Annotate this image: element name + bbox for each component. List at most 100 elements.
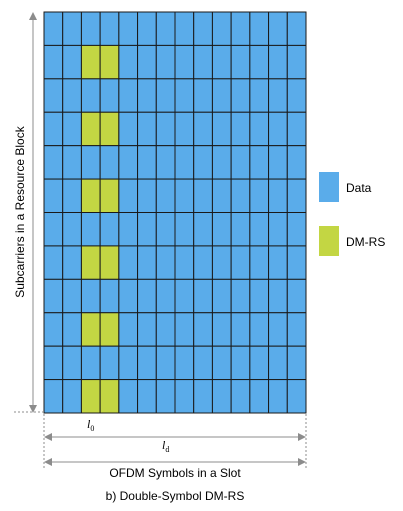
y-axis-label: Subcarriers in a Resource Block — [13, 125, 27, 297]
data-cell — [62, 11, 82, 46]
data-cell — [174, 11, 195, 46]
data-cell — [230, 212, 251, 247]
dmrs-cell — [80, 312, 101, 347]
data-cell — [174, 44, 195, 80]
data-cell — [211, 379, 232, 414]
data-cell — [118, 145, 139, 180]
data-cell — [193, 212, 213, 247]
data-cell — [174, 212, 195, 247]
data-cell — [155, 145, 176, 180]
data-cell — [80, 145, 101, 180]
data-cell — [174, 245, 195, 280]
legend-dmrs-label: DM-RS — [346, 235, 385, 249]
data-cell — [137, 78, 157, 113]
data-cell — [137, 145, 157, 180]
data-cell — [286, 111, 307, 147]
data-cell — [286, 379, 307, 414]
data-cell — [193, 111, 213, 147]
data-cell — [43, 11, 64, 46]
data-cell — [43, 111, 64, 147]
data-cell — [211, 11, 232, 46]
data-cell — [193, 44, 213, 80]
data-cell — [249, 312, 270, 347]
data-cell — [268, 178, 288, 213]
data-cell — [211, 345, 232, 381]
data-cell — [268, 245, 288, 280]
figure-caption: b) Double-Symbol DM-RS — [106, 489, 245, 503]
data-cell — [230, 178, 251, 213]
data-cell — [286, 212, 307, 247]
data-cell — [211, 212, 232, 247]
data-cell — [193, 178, 213, 213]
dmrs-cell — [80, 111, 101, 147]
data-cell — [193, 379, 213, 414]
data-cell — [193, 312, 213, 347]
data-cell — [62, 111, 82, 147]
data-cell — [249, 11, 270, 46]
data-cell — [118, 379, 139, 414]
data-cell — [99, 78, 120, 113]
data-cell — [211, 78, 232, 113]
data-cell — [155, 379, 176, 414]
data-cell — [80, 345, 101, 381]
data-cell — [62, 245, 82, 280]
data-cell — [193, 245, 213, 280]
data-cell — [230, 245, 251, 280]
legend-data-swatch — [319, 172, 339, 202]
data-cell — [62, 178, 82, 213]
data-cell — [230, 312, 251, 347]
data-cell — [118, 312, 139, 347]
data-cell — [99, 345, 120, 381]
data-cell — [62, 312, 82, 347]
ld-label: ld — [162, 438, 169, 454]
data-cell — [137, 345, 157, 381]
data-cell — [230, 145, 251, 180]
data-cell — [230, 78, 251, 113]
data-cell — [155, 111, 176, 147]
data-cell — [43, 145, 64, 180]
data-cell — [268, 11, 288, 46]
data-cell — [43, 312, 64, 347]
legend-dmrs-swatch — [319, 226, 339, 256]
data-cell — [268, 44, 288, 80]
data-cell — [62, 379, 82, 414]
data-cell — [118, 11, 139, 46]
data-cell — [230, 111, 251, 147]
grid-guides — [43, 414, 307, 470]
data-cell — [43, 212, 64, 247]
data-cell — [43, 379, 64, 414]
data-cell — [137, 178, 157, 213]
data-cell — [174, 312, 195, 347]
data-cell — [174, 178, 195, 213]
data-cell — [118, 345, 139, 381]
data-cell — [268, 345, 288, 381]
data-cell — [118, 111, 139, 147]
data-cell — [286, 178, 307, 213]
data-cell — [211, 111, 232, 147]
subcarrier-axis: Subcarriers in a Resource Block — [13, 12, 44, 413]
data-cell — [80, 278, 101, 314]
data-cell — [155, 44, 176, 80]
data-cell — [155, 11, 176, 46]
data-cell — [249, 178, 270, 213]
l0-label: l0 — [87, 417, 94, 433]
data-cell — [174, 379, 195, 414]
data-cell — [230, 379, 251, 414]
data-cell — [249, 212, 270, 247]
legend-data-label: Data — [346, 181, 372, 195]
data-cell — [193, 11, 213, 46]
data-cell — [249, 145, 270, 180]
data-cell — [286, 145, 307, 180]
dmrs-cell — [80, 178, 101, 213]
data-cell — [43, 345, 64, 381]
x-axis-label: OFDM Symbols in a Slot — [109, 466, 241, 480]
data-cell — [230, 278, 251, 314]
data-cell — [80, 212, 101, 247]
data-cell — [211, 278, 232, 314]
data-cell — [174, 278, 195, 314]
data-cell — [211, 44, 232, 80]
data-cell — [174, 78, 195, 113]
data-cell — [155, 178, 176, 213]
data-cell — [43, 78, 64, 113]
